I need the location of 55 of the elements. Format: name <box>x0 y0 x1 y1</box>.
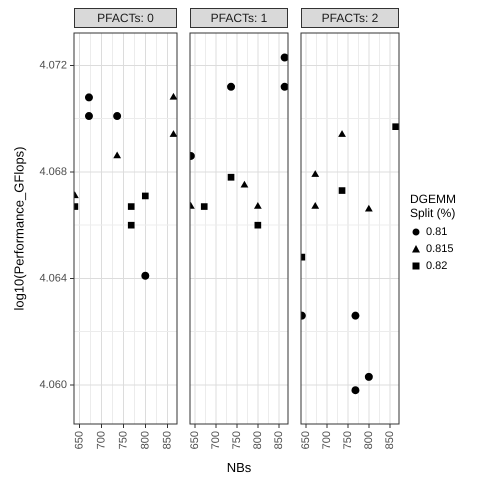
point <box>84 112 93 120</box>
x-tick-label: 800 <box>252 431 264 450</box>
point <box>84 93 93 102</box>
chart-title: PFACTs: 0 <box>74 8 177 28</box>
point <box>312 202 319 209</box>
legend-label: 0.82 <box>426 260 448 272</box>
point <box>351 386 360 394</box>
point <box>114 152 121 158</box>
x-tick-label: 850 <box>384 431 396 450</box>
y-tick-label: 4.068 <box>39 166 67 178</box>
point <box>200 203 208 210</box>
x-tick-label: 650 <box>73 431 86 450</box>
y-tick-label: 4.060 <box>39 378 67 391</box>
point <box>280 82 288 91</box>
legend-title: DGEMM Split (%) <box>410 192 456 220</box>
chart-title: PFACTs: 1 <box>190 8 288 28</box>
x-tick-label: 700 <box>210 431 222 450</box>
point <box>142 192 149 200</box>
point <box>254 202 262 209</box>
point <box>312 170 319 177</box>
point <box>280 53 288 62</box>
point <box>365 205 372 212</box>
point <box>128 222 135 228</box>
point <box>141 272 150 280</box>
x-tick-label: 700 <box>95 431 108 450</box>
x-axis-title: NBs <box>226 460 252 475</box>
point <box>170 93 177 100</box>
point <box>113 112 122 120</box>
point <box>170 130 177 137</box>
x-tick-label: 750 <box>230 431 243 450</box>
point <box>228 174 234 181</box>
y-axis-title: log10(Performance_GFlops) <box>11 146 26 311</box>
point <box>392 123 399 130</box>
point <box>227 82 236 91</box>
x-tick-label: 650 <box>189 431 202 450</box>
x-tick-label: 800 <box>362 431 375 450</box>
x-tick-label: 800 <box>139 431 152 450</box>
point <box>240 181 248 188</box>
x-tick-label: 750 <box>342 431 354 450</box>
point <box>351 312 360 320</box>
x-tick-label: 700 <box>320 431 333 450</box>
chart-title: PFACTs: 2 <box>301 8 399 28</box>
legend-label: 0.815 <box>426 243 454 255</box>
y-tick-label: 4.064 <box>39 272 67 284</box>
x-tick-label: 650 <box>300 431 312 450</box>
legend-label: 0.81 <box>426 226 448 238</box>
x-tick-label: 750 <box>117 431 130 450</box>
x-tick-label: 850 <box>161 431 174 450</box>
point <box>128 203 135 210</box>
x-tick-label: 850 <box>272 431 285 450</box>
point <box>338 187 346 194</box>
y-tick-label: 4.072 <box>39 60 67 72</box>
point <box>364 372 373 381</box>
point <box>338 130 346 137</box>
point <box>254 222 262 228</box>
